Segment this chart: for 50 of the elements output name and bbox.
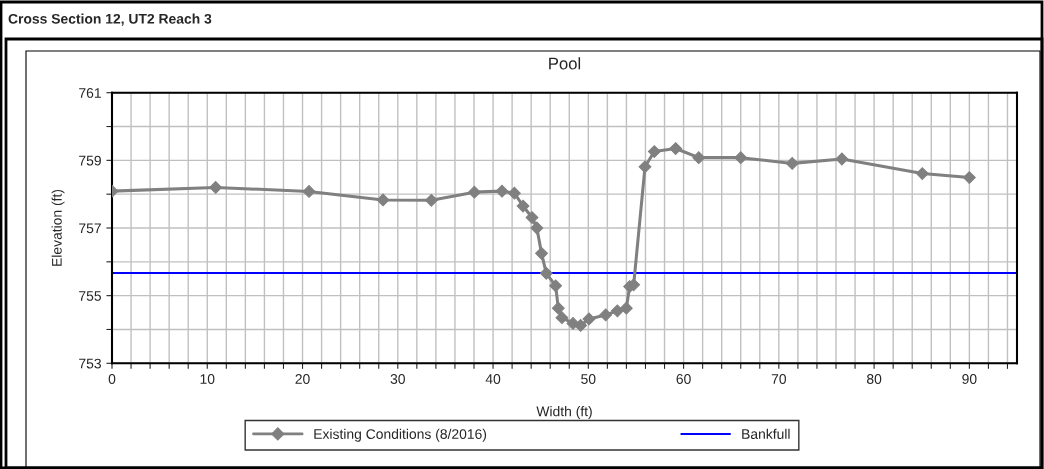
point xyxy=(835,152,849,166)
point xyxy=(785,156,799,170)
legend-label: Existing Conditions (8/2016) xyxy=(314,428,487,442)
point xyxy=(551,301,565,315)
y-tick-label: 759 xyxy=(79,155,101,166)
point xyxy=(516,199,530,213)
point xyxy=(915,167,929,180)
point xyxy=(209,181,223,194)
x-tick-label: 40 xyxy=(485,374,501,384)
x-tick-label: 60 xyxy=(676,374,691,384)
point xyxy=(530,221,544,235)
point xyxy=(525,211,539,224)
chart-subtitle: Cross Section 12, UT2 Reach 3 xyxy=(8,13,212,26)
y-axis-title: Elevation (ft) xyxy=(51,189,65,266)
point xyxy=(507,186,521,200)
x-tick-label: 0 xyxy=(108,374,116,384)
point xyxy=(582,312,596,326)
legend-label: Bankfull xyxy=(742,428,790,439)
x-tick-label: 90 xyxy=(962,374,977,384)
x-tick-label: 30 xyxy=(390,374,405,384)
point xyxy=(425,193,438,207)
point xyxy=(734,151,748,165)
point xyxy=(495,184,509,198)
point xyxy=(962,171,976,185)
point xyxy=(610,304,624,318)
x-axis-title: Width (ft) xyxy=(536,406,592,420)
y-tick-label: 755 xyxy=(79,291,101,301)
point xyxy=(535,246,548,260)
point xyxy=(549,279,563,293)
point xyxy=(638,160,652,174)
x-tick-label: 70 xyxy=(771,374,787,384)
point xyxy=(467,185,481,199)
y-tick-label: 753 xyxy=(79,358,101,369)
x-tick-label: 80 xyxy=(866,374,882,384)
point xyxy=(669,142,683,155)
y-tick-label: 761 xyxy=(79,88,101,98)
chart-title: Pool xyxy=(549,57,581,70)
y-tick-label: 757 xyxy=(79,223,101,234)
point xyxy=(647,145,661,158)
point xyxy=(555,311,569,325)
point xyxy=(376,193,390,207)
x-tick-label: 10 xyxy=(200,374,215,384)
point xyxy=(599,308,613,322)
point xyxy=(692,151,706,165)
point xyxy=(302,185,316,198)
point xyxy=(539,266,553,280)
point xyxy=(619,301,633,315)
point xyxy=(574,319,588,332)
x-tick-label: 50 xyxy=(581,374,596,384)
x-tick-label: 20 xyxy=(295,374,310,384)
